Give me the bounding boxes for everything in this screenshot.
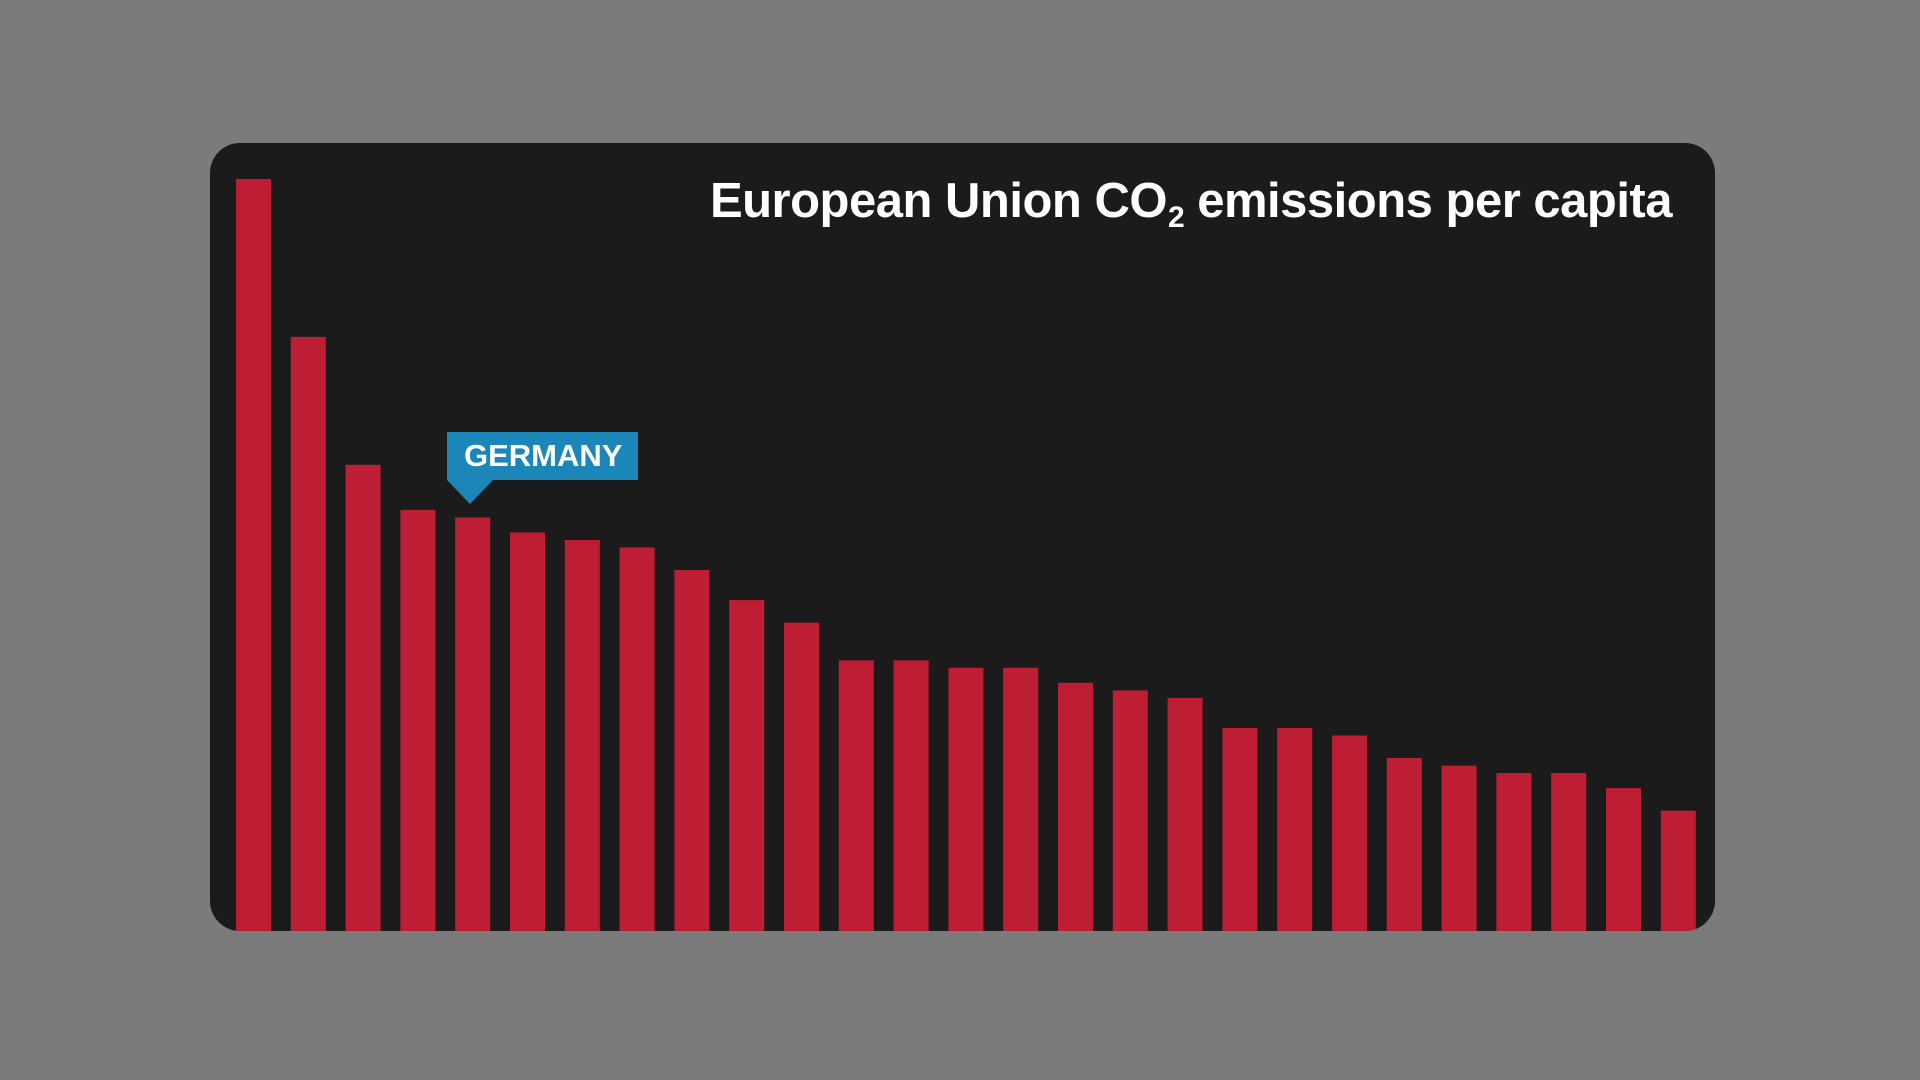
chart-title-rest: emissions per capita bbox=[1184, 174, 1672, 228]
chart-panel: European Union CO2 emissions per capita … bbox=[210, 143, 1715, 931]
bar-26 bbox=[1606, 788, 1641, 931]
chart-title-main: European Union CO bbox=[709, 174, 1168, 228]
bar-1 bbox=[236, 179, 271, 931]
chart-title-subscript: 2 bbox=[1167, 201, 1185, 234]
bar-24 bbox=[1496, 773, 1532, 931]
bar-20 bbox=[1277, 728, 1313, 931]
bar-12 bbox=[838, 660, 874, 931]
bar-3 bbox=[345, 464, 381, 931]
bar-17 bbox=[1112, 690, 1148, 931]
bar-6 bbox=[510, 532, 545, 931]
bar-13 bbox=[893, 660, 929, 931]
germany-callout: GERMANY bbox=[447, 432, 639, 504]
callout-pointer bbox=[447, 480, 493, 504]
bar-7 bbox=[564, 540, 600, 931]
bar-25 bbox=[1551, 773, 1587, 931]
bar-27 bbox=[1660, 810, 1696, 931]
bar-21 bbox=[1332, 735, 1367, 931]
bar-chart bbox=[236, 179, 1696, 931]
bar-4 bbox=[400, 509, 436, 931]
bar-16 bbox=[1058, 682, 1093, 931]
bar-2 bbox=[290, 336, 326, 931]
bar-germany bbox=[455, 517, 491, 931]
callout-label: GERMANY bbox=[464, 438, 623, 473]
bar-23 bbox=[1441, 765, 1477, 931]
bar-22 bbox=[1386, 758, 1422, 931]
bar-11 bbox=[784, 622, 819, 931]
chart-title: European Union CO2 emissions per capita bbox=[709, 173, 1673, 234]
bar-14 bbox=[948, 667, 984, 931]
bar-10 bbox=[729, 600, 765, 931]
bar-18 bbox=[1167, 697, 1203, 931]
bar-9 bbox=[674, 570, 710, 931]
bar-15 bbox=[1003, 667, 1039, 931]
bar-19 bbox=[1222, 728, 1258, 931]
bar-8 bbox=[619, 547, 655, 931]
